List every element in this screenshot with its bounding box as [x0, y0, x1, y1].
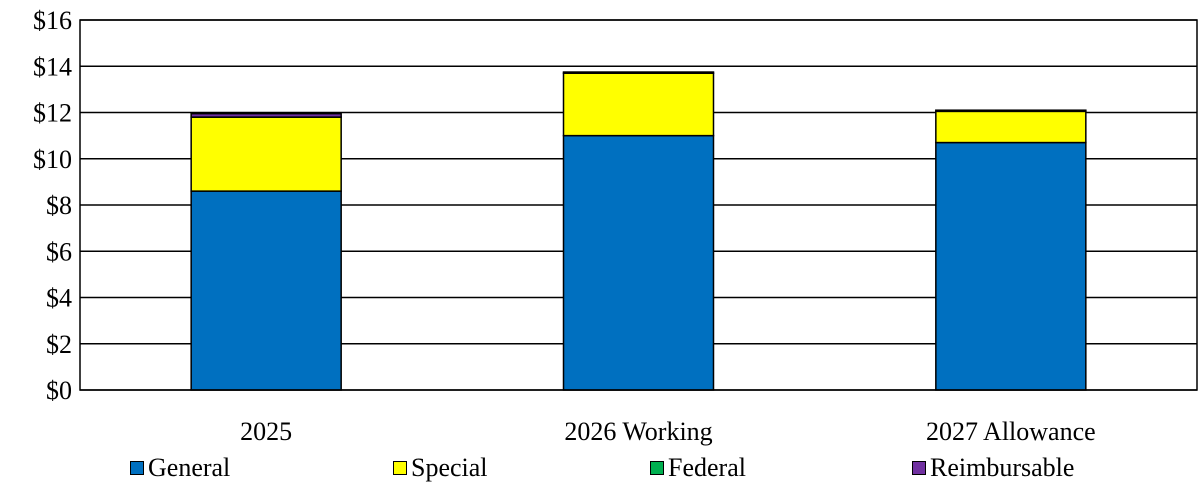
legend: General Special Federal Reimbursable: [0, 448, 1199, 488]
bar-segment-special: [935, 110, 1087, 144]
y-tick-label: $14: [33, 52, 72, 81]
plot-frame: [79, 19, 1198, 391]
x-category-label: 2027 Allowance: [926, 417, 1096, 446]
bar-segment-reimbursable: [190, 112, 342, 118]
bars: [190, 71, 1087, 391]
y-axis-tick-labels: $0 $2 $4 $6 $8 $10 $12 $14 $16: [33, 6, 72, 405]
x-axis-category-labels: 2025 2026 Working 2027 Allowance: [240, 417, 1096, 446]
y-tick-label: $0: [46, 376, 72, 405]
bar-segment-general: [190, 190, 342, 391]
plot-area-border: [79, 19, 1198, 391]
legend-item-federal: Federal: [650, 448, 746, 488]
legend-swatch-general: [130, 461, 144, 475]
y-tick-label: $10: [33, 145, 72, 174]
legend-label-general: General: [148, 453, 231, 482]
y-tick-label: $4: [46, 284, 72, 313]
y-tick-label: $12: [33, 99, 72, 128]
legend-label-federal: Federal: [668, 453, 746, 482]
legend-swatch-federal: [650, 461, 664, 475]
x-category-label: 2026 Working: [564, 417, 712, 446]
legend-swatch-reimbursable: [912, 461, 926, 475]
bar-segment-general: [562, 134, 715, 391]
legend-item-reimbursable: Reimbursable: [912, 448, 1074, 488]
x-category-label: 2025: [240, 417, 292, 446]
stacked-bar-chart: $0$2$4$6$8$10$12$14$16 2025 2026 Working 2…: [33, 6, 1198, 446]
y-tick-label: $16: [33, 6, 72, 35]
bar-segment-reimbursable: [562, 71, 715, 74]
bar-segment-reimbursable: [935, 109, 1087, 113]
legend-item-special: Special: [393, 448, 488, 488]
legend-item-general: General: [130, 448, 230, 488]
legend-label-reimbursable: Reimbursable: [930, 453, 1075, 482]
y-tick-label: $2: [46, 330, 72, 359]
y-tick-label: $6: [46, 237, 72, 266]
y-tick-label: $8: [46, 191, 72, 220]
bar-segment-special: [562, 72, 715, 137]
bar-segment-general: [935, 141, 1087, 391]
legend-swatch-special: [393, 461, 407, 475]
legend-label-special: Special: [411, 453, 488, 482]
bar-segment-special: [190, 116, 342, 192]
